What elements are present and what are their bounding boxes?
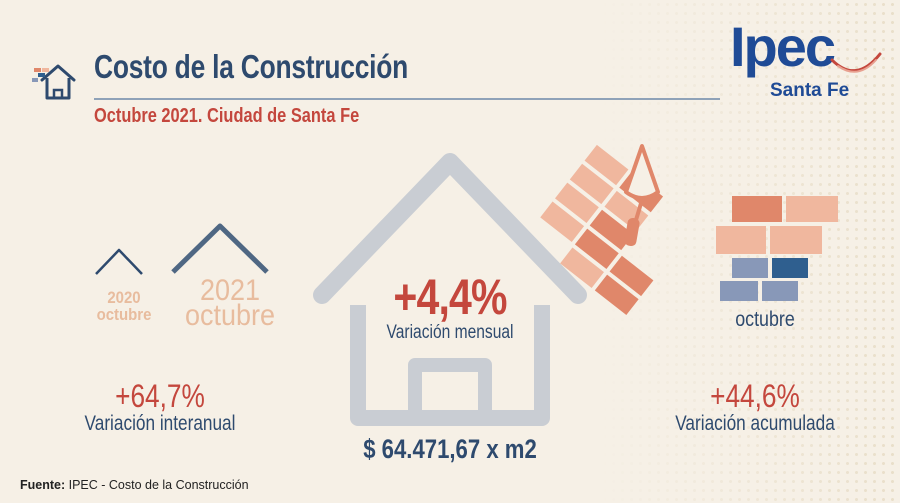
monthly-variation-value: +4,4% bbox=[393, 269, 507, 325]
cumulative-variation-value: +44,6% bbox=[710, 378, 800, 414]
house-outline-icon bbox=[313, 153, 587, 426]
previous-month: octubre bbox=[96, 305, 152, 324]
cumulative-period-label: octubre bbox=[735, 308, 795, 331]
page-title: Costo de la Construcción bbox=[94, 48, 409, 85]
logo-swoosh-icon bbox=[830, 52, 882, 73]
ipec-logo: Ipec bbox=[730, 15, 836, 78]
price-per-m2: $ 64.471,67 x m2 bbox=[363, 434, 537, 464]
trowel-icon bbox=[624, 144, 660, 247]
house-brick-icon bbox=[32, 64, 76, 100]
roof-2020-icon bbox=[95, 248, 143, 275]
current-month: octubre bbox=[184, 299, 276, 332]
source-label: Fuente: bbox=[20, 478, 66, 492]
cumulative-variation-label: Variación acumulada bbox=[675, 412, 835, 435]
title-divider bbox=[94, 98, 720, 100]
yearly-variation-value: +64,7% bbox=[115, 378, 205, 414]
yearly-variation-label: Variación interanual bbox=[84, 412, 236, 435]
source-footer: Fuente: IPEC - Costo de la Construcción bbox=[20, 478, 249, 492]
current-year: 2021 bbox=[199, 274, 261, 307]
previous-year: 2020 bbox=[107, 288, 141, 307]
roof-2021-icon bbox=[171, 223, 269, 274]
logo-region: Santa Fe bbox=[770, 80, 850, 101]
brick-stack-icon bbox=[716, 196, 838, 301]
monthly-variation-label: Variación mensual bbox=[386, 322, 514, 343]
page-subtitle: Octubre 2021. Ciudad de Santa Fe bbox=[94, 105, 360, 127]
source-text: IPEC - Costo de la Construcción bbox=[65, 478, 249, 492]
